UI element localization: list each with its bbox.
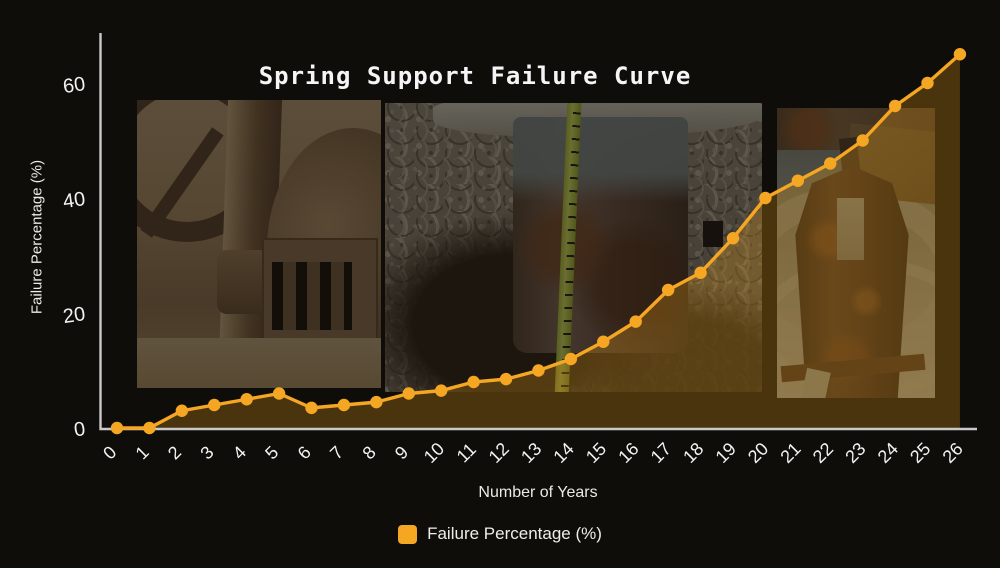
data-point-year-26 [953,48,967,61]
y-tick-label: 20 [62,303,87,328]
x-tick-label: 24 [874,439,902,467]
x-tick-label: 23 [841,439,869,467]
data-point-year-2 [175,404,189,417]
photo-dark-overlay [137,100,381,388]
x-tick-label: 12 [485,439,513,467]
photo-corroded-support-mechanism [137,100,381,388]
x-tick-label: 5 [261,442,282,463]
x-tick-label: 16 [614,439,642,467]
x-tick-label: 8 [359,442,380,463]
data-point-year-3 [208,398,221,412]
x-tick-label: 10 [420,439,448,467]
data-point-year-9 [402,387,415,400]
data-point-year-14 [564,352,578,366]
data-point-year-19 [726,232,740,245]
data-point-year-21 [791,174,805,187]
data-point-year-8 [370,395,383,409]
data-point-year-11 [467,375,480,389]
legend: Failure Percentage (%) [0,522,1000,546]
y-tick-label: 60 [62,73,87,98]
data-point-year-23 [856,134,869,147]
data-point-year-13 [532,364,545,377]
data-point-year-12 [499,372,513,386]
x-tick-label: 19 [712,439,740,467]
data-point-year-1 [143,421,156,435]
data-point-year-24 [888,99,902,113]
x-tick-label: 13 [517,439,545,467]
data-point-year-7 [337,398,351,412]
x-tick-label: 7 [326,442,347,463]
chart-title: Spring Support Failure Curve [258,62,692,90]
area-fill [117,54,960,428]
x-tick-label: 18 [679,439,707,467]
x-tick-label: 9 [391,442,412,463]
photo-dark-overlay [385,103,762,392]
x-tick-label: 11 [453,439,480,466]
x-tick-label: 1 [132,442,153,463]
legend-swatch-icon [398,524,418,544]
photo-dark-overlay [777,108,935,398]
x-tick-label: 3 [196,442,217,463]
data-point-year-16 [629,315,642,328]
x-tick-label: 26 [939,439,967,467]
y-tick-label: 0 [73,418,87,441]
y-tick-label: 40 [62,188,87,213]
x-tick-label: 20 [744,439,772,467]
x-tick-label: 0 [99,442,120,463]
data-point-year-20 [759,191,772,205]
photo-bell-spring-can [777,108,935,398]
data-point-year-25 [921,76,934,90]
x-tick-label: 17 [647,439,675,467]
x-tick-label: 21 [776,439,804,467]
axis-lines [99,33,977,431]
x-tick-label: 25 [906,439,934,467]
data-point-year-10 [435,384,448,397]
x-axis-title: Number of Years [478,484,598,501]
x-tick-label: 6 [294,442,315,463]
data-point-year-17 [661,283,675,297]
data-point-year-18 [694,266,707,279]
x-tick-label: 4 [229,442,250,463]
data-point-year-15 [597,335,610,348]
x-tick-label: 14 [549,439,577,467]
data-point-year-5 [272,387,286,400]
data-point-year-22 [824,157,837,170]
x-tick-label: 22 [809,439,837,467]
photo-rusted-can-on-gravel [385,103,762,392]
legend-label: Failure Percentage (%) [427,524,602,543]
x-tick-label: 2 [164,442,185,463]
data-point-year-0 [110,421,124,435]
data-point-year-6 [305,401,318,415]
data-point-year-4 [240,393,253,406]
y-axis-title: Failure Percentage (%) [28,159,46,315]
x-tick-label: 15 [582,439,610,467]
